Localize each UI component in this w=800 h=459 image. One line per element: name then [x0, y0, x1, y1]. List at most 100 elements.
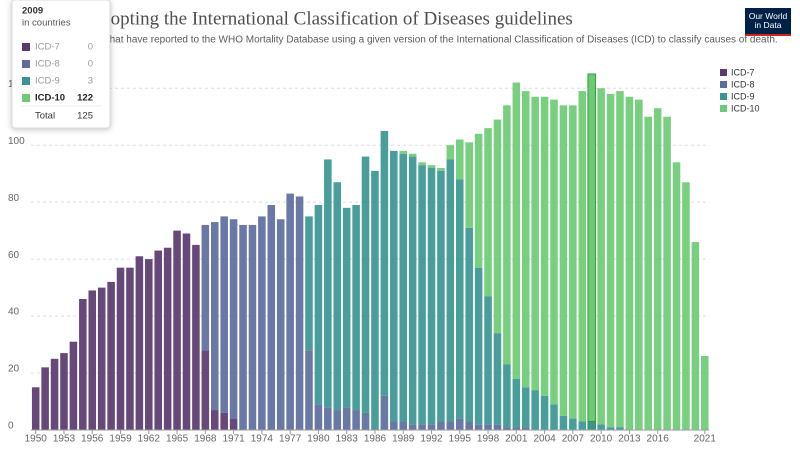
bar-segment	[69, 341, 78, 430]
bar-segment	[606, 427, 615, 430]
bar-segment	[437, 170, 445, 422]
x-tick-label: 1962	[138, 434, 161, 445]
bar-segment	[342, 207, 351, 408]
bar-segment	[107, 281, 115, 430]
x-tick-label: 1953	[53, 434, 76, 445]
x-tick-label: 1995	[449, 434, 472, 445]
y-tick-label: 40	[8, 307, 20, 318]
y-tick-label: 100	[8, 136, 25, 147]
legend-swatch	[720, 105, 727, 112]
legend-label: ICD-10	[731, 103, 760, 113]
bar-segment	[390, 150, 398, 422]
bar-segment	[446, 159, 455, 422]
bar-segment	[220, 216, 228, 413]
x-tick-label: 2021	[694, 434, 717, 445]
x-tick-label: 1950	[25, 434, 48, 445]
bar-segment	[361, 412, 370, 430]
tooltip-subtitle: in countries	[22, 18, 71, 29]
bar-segment	[399, 153, 408, 422]
bar-segment	[635, 99, 643, 430]
bar-segment	[295, 196, 304, 430]
x-tick-label: 1965	[166, 434, 189, 445]
x-tick-label: 1992	[420, 434, 443, 445]
bar-segment	[201, 224, 210, 351]
x-tick-label: 2010	[590, 434, 613, 445]
bar-segment	[390, 421, 398, 430]
tooltip-name: ICD-10	[35, 93, 65, 104]
tooltip-value: 0	[88, 42, 93, 53]
bar-segment	[352, 205, 360, 411]
bar-segment	[220, 412, 228, 430]
bar-segment	[258, 216, 266, 430]
bar-segment	[201, 350, 210, 430]
bar-segment	[267, 205, 276, 430]
bar-segment	[427, 165, 436, 168]
bar-segment	[210, 222, 219, 411]
bar-segment	[88, 290, 97, 430]
x-tick-label: 1971	[222, 434, 245, 445]
x-tick-label: 2016	[647, 434, 670, 445]
y-tick-label: 60	[8, 250, 20, 261]
bar-segment	[239, 224, 247, 430]
logo: Our World in Data	[748, 11, 788, 30]
bar-segment	[540, 395, 549, 430]
bar-segment	[578, 421, 587, 430]
bar-segment	[691, 242, 700, 430]
bar-segment	[625, 96, 634, 430]
bar-segment	[427, 167, 436, 425]
bar-segment	[342, 407, 351, 430]
bar-segment	[597, 88, 605, 425]
bar-segment	[597, 424, 605, 430]
bar-segment	[418, 424, 426, 430]
bar-segment	[437, 167, 445, 171]
bar-segment	[644, 116, 653, 430]
tooltip-value: 122	[77, 93, 93, 104]
bar-segment	[456, 139, 464, 180]
bar-segment	[408, 424, 417, 430]
bar-segment	[521, 91, 530, 388]
bar-segment	[154, 250, 162, 430]
bar-segment	[587, 73, 596, 422]
bar-segment	[474, 424, 483, 430]
x-tick-label: 2013	[618, 434, 641, 445]
x-tick-label: 1980	[307, 434, 330, 445]
y-tick-label: 80	[8, 193, 20, 204]
bar-segment	[210, 410, 219, 430]
y-tick-label: 20	[8, 364, 20, 375]
bar-segment	[484, 424, 492, 430]
bar-segment	[352, 410, 360, 430]
bar-segment	[314, 404, 323, 430]
bar-segment	[465, 142, 473, 228]
bar-segment	[418, 165, 426, 425]
bar-segment	[484, 128, 492, 297]
bar-segment	[616, 427, 624, 430]
chart-title: Countries adopting the International Cla…	[14, 8, 573, 29]
bar-segment	[578, 91, 587, 422]
bar-segment	[569, 105, 577, 419]
bar-segment	[503, 427, 511, 430]
bar-segment	[305, 350, 313, 430]
legend-swatch	[720, 81, 727, 88]
bar-segment	[276, 219, 285, 430]
logo-wrap: Our World in Data	[748, 11, 788, 30]
bar-segment	[333, 182, 342, 411]
tooltip-name: ICD-8	[35, 59, 60, 70]
bar-segment	[663, 116, 671, 430]
bar-segment	[399, 421, 408, 430]
bar-segment	[550, 99, 558, 405]
bar-segment	[456, 179, 464, 419]
bar-segment	[60, 353, 68, 430]
bar-segment	[493, 333, 502, 425]
tooltip-swatch	[22, 43, 30, 51]
x-tick-label: 1968	[194, 434, 217, 445]
bar-segment	[437, 421, 445, 430]
tooltip-total: 125	[77, 111, 93, 122]
bar-segment	[531, 390, 539, 430]
y-tick-label: 0	[8, 421, 14, 432]
bar-segment	[465, 227, 473, 422]
bar-segment	[672, 162, 681, 430]
bar-segment	[569, 418, 577, 430]
bar-segment	[229, 418, 238, 430]
bar-segment	[79, 298, 87, 430]
